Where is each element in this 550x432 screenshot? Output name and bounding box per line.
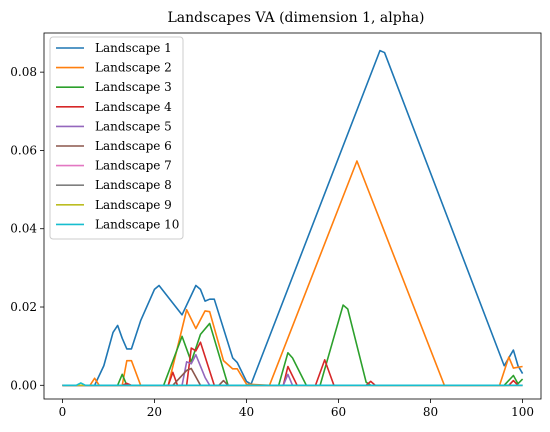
y-tick-label: 0.04 bbox=[10, 222, 37, 236]
legend-label-2: Landscape 2 bbox=[95, 61, 172, 75]
legend-label-1: Landscape 1 bbox=[95, 41, 172, 55]
series-line-3 bbox=[62, 304, 524, 387]
series-line-6 bbox=[62, 367, 229, 387]
x-tick-label: 0 bbox=[59, 405, 67, 419]
x-tick-label: 80 bbox=[423, 405, 438, 419]
legend-label-6: Landscape 6 bbox=[95, 139, 172, 153]
legend-label-4: Landscape 4 bbox=[95, 100, 172, 114]
x-tick-label: 60 bbox=[331, 405, 346, 419]
legend-label-9: Landscape 9 bbox=[95, 198, 172, 212]
x-tick-label: 20 bbox=[147, 405, 162, 419]
legend-label-7: Landscape 7 bbox=[95, 159, 172, 173]
axes-frame bbox=[43, 32, 542, 400]
series-line-1 bbox=[62, 49, 524, 387]
chart-title: Landscapes VA (dimension 1, alpha) bbox=[167, 10, 424, 26]
series-line-10 bbox=[62, 382, 523, 387]
y-tick-label: 0.06 bbox=[10, 143, 37, 157]
y-tick-label: 0.00 bbox=[10, 378, 37, 392]
legend: Landscape 1 Landscape 2 Landscape 3 Landsca… bbox=[49, 36, 184, 240]
plot-area: 0 20 40 60 80 100 0.00 0.02 0.04 0.06 0.08 bbox=[10, 32, 542, 419]
y-tick-label: 0.02 bbox=[10, 300, 37, 314]
legend-label-8: Landscape 8 bbox=[95, 178, 172, 192]
y-tick-label: 0.08 bbox=[10, 65, 37, 79]
legend-label-10: Landscape 10 bbox=[95, 217, 179, 231]
x-tick-label: 40 bbox=[239, 405, 254, 419]
x-tick-label: 100 bbox=[511, 405, 534, 419]
legend-label-3: Landscape 3 bbox=[95, 80, 172, 94]
legend-label-5: Landscape 5 bbox=[95, 119, 172, 133]
